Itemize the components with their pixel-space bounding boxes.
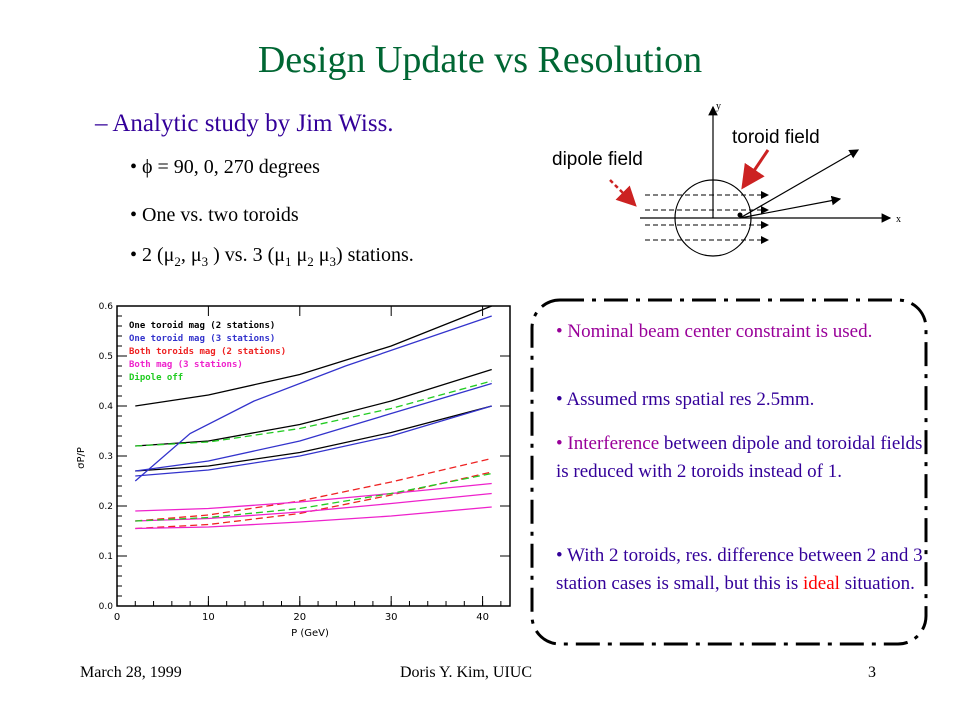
page-number: 3 <box>868 664 876 681</box>
toroid-arrow <box>741 149 770 190</box>
y-tick-label: 0.2 <box>99 502 113 512</box>
y-axis-title: σP/P <box>76 447 87 469</box>
toroid-label: toroid field <box>732 127 820 148</box>
field-diagram: y x toroid field dipole field <box>552 101 901 257</box>
dipole-label: dipole field <box>552 149 643 170</box>
y-tick-label: 0.0 <box>99 602 114 612</box>
series-line-11 <box>135 380 492 447</box>
y-tick-label: 0.3 <box>99 452 113 462</box>
note-beam-constraint: • Nominal beam center constraint is used… <box>556 321 873 342</box>
x-tick-label: 20 <box>293 612 306 623</box>
series-line-4 <box>135 405 492 477</box>
legend-entry-2: Both toroids mag (2 stations) <box>129 346 286 357</box>
bullet-stations: • 2 (μ2, μ3 ) vs. 3 (μ1 μ2 μ3) stations. <box>130 244 414 269</box>
resolution-chart: 0 10 20 30 40 0.0 0.1 0.2 0.3 0.4 0.5 0.6 One toroi… <box>76 302 511 639</box>
series-line-10 <box>135 506 492 530</box>
magnet-circle <box>674 179 752 257</box>
legend-entry-4: Dipole off <box>129 372 183 383</box>
legend-entry-3: Both mag (3 stations) <box>129 359 243 370</box>
x-axis-title: P (GeV) <box>291 628 329 639</box>
x-tick-label: 10 <box>202 612 215 623</box>
y-tick-label: 0.4 <box>99 402 114 412</box>
series-line-3 <box>134 315 492 482</box>
series-line-8 <box>135 482 492 512</box>
notes-box-border <box>530 298 928 646</box>
series-line-6 <box>135 457 492 522</box>
series-line-0 <box>135 305 492 407</box>
x-axis-label: x <box>896 214 901 225</box>
series-line-9 <box>135 492 492 522</box>
footer-author: Doris Y. Kim, UIUC <box>400 664 533 681</box>
subtitle: – Analytic study by Jim Wiss. <box>95 110 394 137</box>
footer-date: March 28, 1999 <box>80 664 182 681</box>
dipole-arrow <box>609 179 637 207</box>
series-line-5 <box>135 382 492 472</box>
x-tick-label: 0 <box>114 612 120 623</box>
series-line-1 <box>135 368 492 447</box>
series-line-2 <box>135 405 492 472</box>
note-interference: • Interference between dipole and toroid… <box>556 433 923 482</box>
legend-entry-1: One toroid mag (3 stations) <box>129 333 275 344</box>
y-axis-label: y <box>716 101 721 112</box>
y-tick-label: 0.6 <box>99 302 114 312</box>
x-tick-label: 40 <box>476 612 489 623</box>
y-tick-label: 0.1 <box>99 552 113 562</box>
bullet-toroids: • One vs. two toroids <box>130 204 299 226</box>
bullet-phi-angles: • ϕ = 90, 0, 270 degrees <box>130 156 320 178</box>
x-tick-label: 30 <box>385 612 398 623</box>
y-tick-label: 0.5 <box>99 352 113 362</box>
page-title: Design Update vs Resolution <box>257 39 703 81</box>
legend-entry-0: One toroid mag (2 stations) <box>129 320 275 331</box>
note-spatial-res: • Assumed rms spatial res 2.5mm. <box>556 389 815 410</box>
series-line-12 <box>135 472 492 522</box>
note-two-toroids: • With 2 toroids, res. difference betwee… <box>556 545 923 594</box>
